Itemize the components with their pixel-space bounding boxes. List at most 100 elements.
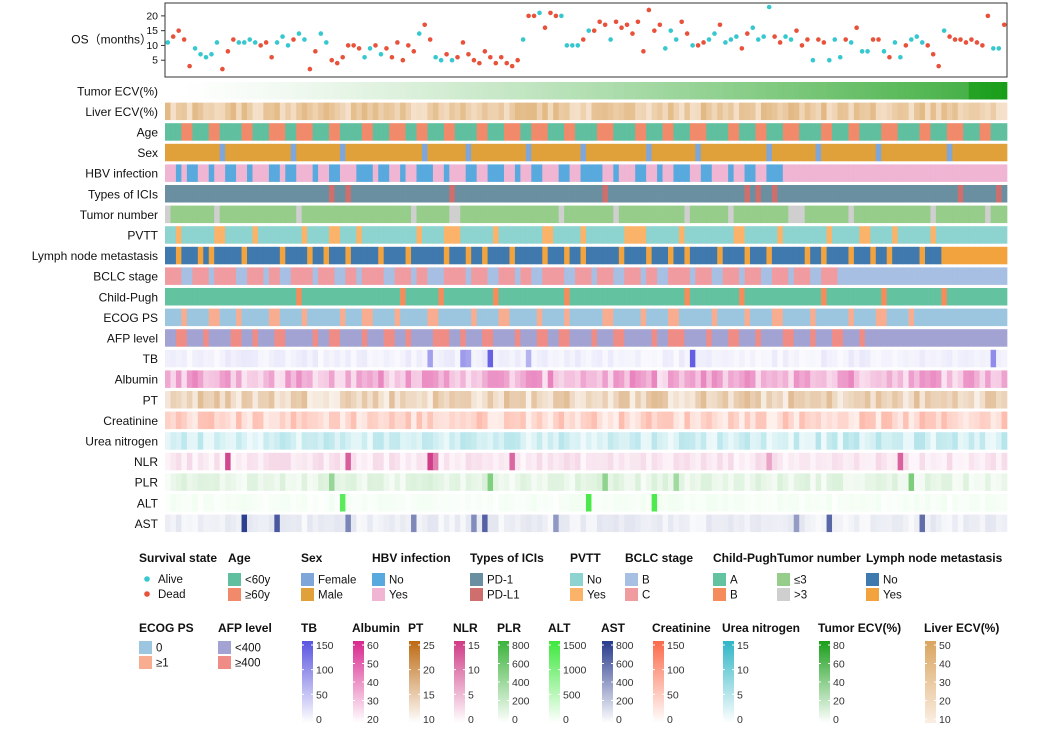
- heatmap-cell: [914, 82, 920, 100]
- heatmap-cell: [941, 432, 948, 450]
- heatmap-cell: [985, 82, 991, 100]
- heatmap-cell: [946, 288, 953, 306]
- heatmap-cell: [668, 473, 674, 491]
- os-point: [334, 60, 340, 66]
- heatmap-cell: [848, 514, 855, 533]
- heatmap-cell: [214, 246, 221, 265]
- heatmap-cell: [733, 143, 740, 162]
- heatmap-cell: [208, 82, 215, 100]
- heatmap-cell: [329, 329, 335, 347]
- os-point: [591, 28, 597, 33]
- heatmap-cell: [706, 288, 713, 306]
- heatmap-cell: [427, 349, 434, 368]
- legend-swatch: [777, 588, 790, 601]
- heatmap-cell: [875, 164, 882, 182]
- heatmap-cell: [842, 514, 849, 533]
- heatmap-cell: [744, 123, 751, 141]
- heatmap-cell: [963, 329, 970, 347]
- heatmap-cell: [870, 102, 877, 121]
- heatmap-cell: [268, 308, 275, 327]
- heatmap-cell: [312, 164, 319, 182]
- heatmap-cell: [339, 329, 346, 347]
- heatmap-cell: [717, 514, 724, 533]
- heatmap-cell: [389, 123, 395, 141]
- heatmap-cell: [449, 185, 456, 203]
- heatmap-cell: [744, 143, 751, 162]
- heatmap-cell: [974, 473, 981, 491]
- heatmap-cell: [673, 514, 680, 533]
- heatmap-cell: [777, 288, 784, 306]
- track-tumor_ecv: Tumor ECV(%): [77, 82, 1008, 100]
- heatmap-cell: [214, 473, 221, 491]
- heatmap-cell: [678, 349, 685, 368]
- heatmap-cell: [416, 185, 423, 203]
- heatmap-cell: [799, 514, 806, 533]
- heatmap-cell: [219, 123, 226, 141]
- heatmap-cell: [192, 494, 199, 512]
- os-point: [870, 37, 876, 42]
- heatmap-cell: [739, 102, 745, 121]
- heatmap-cell: [421, 164, 428, 182]
- heatmap-cell: [657, 226, 663, 244]
- heatmap-cell: [930, 267, 937, 285]
- heatmap-cell: [689, 432, 696, 450]
- heatmap-cell: [996, 288, 1002, 306]
- heatmap-cell: [624, 143, 631, 162]
- heatmap-cell: [848, 226, 855, 244]
- heatmap-cell: [400, 267, 406, 285]
- heatmap-cell: [263, 452, 270, 471]
- heatmap-cell: [285, 143, 292, 162]
- heatmap-cell: [946, 267, 953, 285]
- heatmap-cell: [476, 494, 483, 512]
- heatmap-cell: [553, 267, 560, 285]
- heatmap-cell: [607, 267, 614, 285]
- heatmap-cell: [662, 164, 669, 182]
- heatmap-cell: [334, 329, 341, 347]
- heatmap-cell: [323, 391, 330, 409]
- heatmap-cell: [192, 370, 199, 388]
- heatmap-cell: [389, 205, 395, 224]
- heatmap-cell: [760, 494, 767, 512]
- heatmap-cell: [646, 205, 652, 224]
- heatmap-cell: [640, 267, 647, 285]
- heatmap-cell: [689, 102, 696, 121]
- heatmap-cell: [689, 452, 696, 471]
- os-point: [602, 22, 608, 28]
- heatmap-cell: [760, 432, 767, 450]
- heatmap-cell: [651, 370, 658, 388]
- heatmap-cell: [678, 308, 685, 327]
- heatmap-cell: [394, 494, 401, 512]
- heatmap-cell: [711, 288, 718, 306]
- heatmap-cell: [875, 494, 882, 512]
- heatmap-cell: [181, 143, 188, 162]
- heatmap-cell: [427, 102, 434, 121]
- heatmap-cell: [782, 349, 789, 368]
- heatmap-cell: [990, 226, 997, 244]
- heatmap-cell: [318, 288, 324, 306]
- heatmap-cell: [744, 205, 751, 224]
- heatmap-cell: [279, 473, 286, 491]
- os-point: [980, 43, 985, 48]
- heatmap-cell: [443, 411, 450, 430]
- heatmap-cell: [875, 246, 882, 265]
- heatmap-cell: [520, 123, 527, 141]
- heatmap-cell: [268, 411, 275, 430]
- heatmap-cell: [296, 205, 303, 224]
- heatmap-cell: [285, 123, 292, 141]
- heatmap-cell: [279, 205, 286, 224]
- heatmap-cell: [405, 102, 412, 121]
- heatmap-cell: [930, 473, 937, 491]
- heatmap-cell: [279, 329, 286, 347]
- heatmap-cell: [487, 329, 494, 347]
- heatmap-cell: [312, 329, 319, 347]
- heatmap-cell: [263, 267, 270, 285]
- heatmap-cell: [799, 205, 806, 224]
- heatmap-cell: [990, 143, 997, 162]
- heatmap-cell: [657, 102, 663, 121]
- heatmap-cell: [586, 308, 592, 327]
- heatmap-cell: [744, 185, 751, 203]
- heatmap-cell: [739, 452, 745, 471]
- heatmap-cell: [974, 143, 981, 162]
